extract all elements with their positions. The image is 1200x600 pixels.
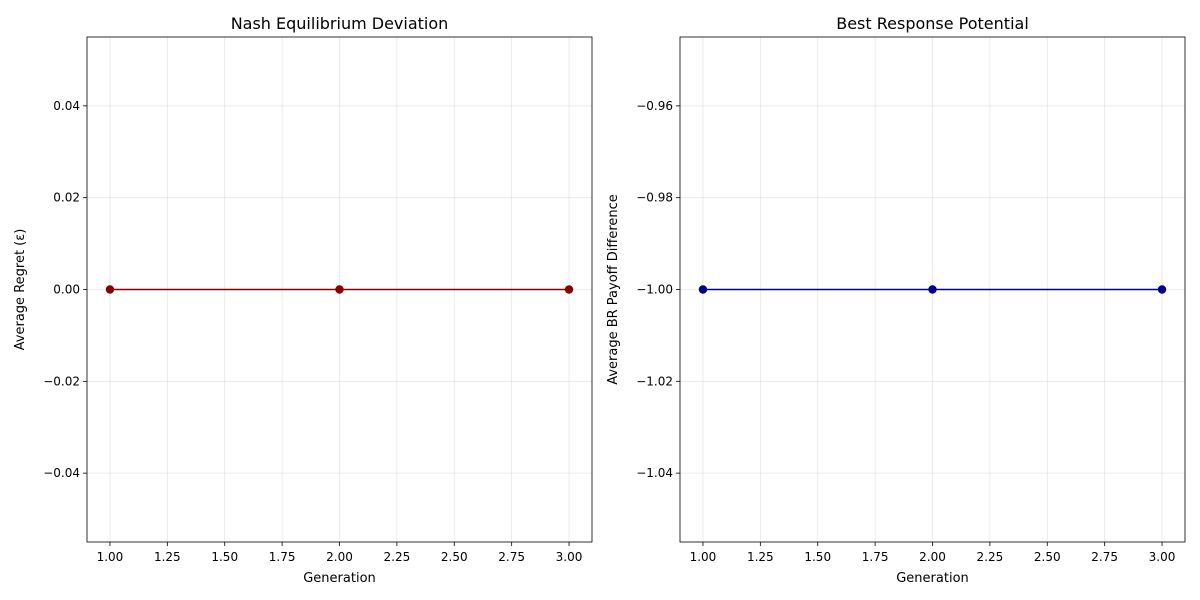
y-tick-label: 0.04 [53, 99, 80, 113]
chart-panel-best-response: 1.00 1.25 1.50 1.75 2.00 2.25 2.50 2.75 3.00 −0.9… [606, 14, 1186, 586]
y-tick-label: −1.04 [636, 466, 673, 480]
chart-title: Nash Equilibrium Deviation [231, 14, 449, 33]
x-tick-label: 2.75 [498, 550, 525, 564]
y-tick-label: −0.04 [43, 466, 80, 480]
y-axis-label: Average Regret (ε) [13, 229, 28, 351]
y-tick-label: −1.00 [636, 283, 673, 297]
x-tick-label: 1.00 [97, 550, 124, 564]
x-tick-label: 2.50 [441, 550, 468, 564]
x-tick-label: 1.75 [269, 550, 296, 564]
data-point [928, 285, 937, 294]
data-point [564, 285, 574, 294]
chart-title: Best Response Potential [836, 14, 1029, 33]
x-tick-label: 2.75 [1091, 550, 1118, 564]
data-point [698, 285, 708, 294]
y-tick-label: 0.02 [53, 191, 80, 205]
x-tick-label: 1.75 [862, 550, 889, 564]
y-axis-label: Average BR Payoff Difference [606, 194, 621, 385]
y-tick-label: −0.02 [43, 374, 80, 388]
data-point [105, 285, 115, 294]
x-tick-label: 3.00 [556, 550, 583, 564]
x-tick-label: 1.25 [154, 550, 181, 564]
y-tick-label: 0.00 [53, 283, 80, 297]
x-axis-label: Generation [303, 571, 376, 586]
x-tick-label: 2.00 [326, 550, 353, 564]
data-point [1157, 285, 1167, 294]
x-tick-label: 2.50 [1034, 550, 1061, 564]
x-tick-label: 2.00 [919, 550, 946, 564]
x-tick-label: 2.25 [977, 550, 1004, 564]
data-point [335, 285, 344, 294]
y-tick-label: −0.98 [636, 191, 673, 205]
x-tick-label: 1.50 [211, 550, 238, 564]
x-tick-label: 1.50 [804, 550, 831, 564]
x-tick-label: 1.25 [747, 550, 774, 564]
y-tick-label: −0.96 [636, 99, 673, 113]
chart-panel-regret: 1.00 1.25 1.50 1.75 2.00 2.25 2.50 2.75 3.00 0.04… [13, 14, 593, 586]
x-tick-label: 1.00 [690, 550, 717, 564]
x-tick-label: 2.25 [384, 550, 411, 564]
x-axis-label: Generation [896, 571, 969, 586]
y-tick-label: −1.02 [636, 374, 673, 388]
x-tick-label: 3.00 [1149, 550, 1176, 564]
